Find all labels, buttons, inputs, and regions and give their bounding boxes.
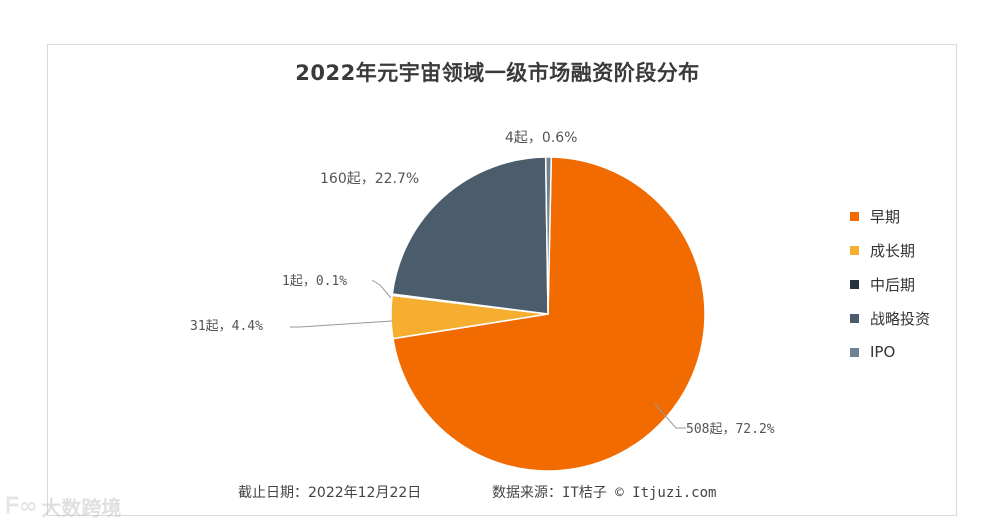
legend: 早期 成长期 中后期 战略投资 IPO — [850, 199, 930, 369]
data-label-strategic: 160起，22.7% — [320, 171, 420, 187]
legend-item: 成长期 — [850, 233, 930, 267]
legend-label: 成长期 — [870, 241, 916, 260]
legend-item: IPO — [850, 335, 930, 369]
data-label-ipo: 4起，0.6% — [505, 130, 578, 146]
data-label-growth: 31起，4.4% — [190, 319, 263, 334]
slice-ipo — [544, 156, 553, 315]
footer-date: 截止日期：2022年12月22日 — [238, 485, 422, 501]
data-label-early: 508起，72.2% — [686, 422, 775, 437]
data-label-late: 1起，0.1% — [282, 274, 348, 289]
legend-item: 中后期 — [850, 267, 930, 301]
leader-line-early — [654, 403, 686, 429]
chart-title: 2022年元宇宙领域一级市场融资阶段分布 — [295, 61, 700, 85]
legend-swatch — [850, 313, 859, 323]
watermark: ᖴ∞ 大数跨境 — [6, 492, 121, 521]
leader-line-growth — [290, 320, 393, 328]
legend-item: 战略投资 — [850, 301, 930, 335]
footer-source: 数据来源：IT桔子 © Itjuzi.com — [492, 485, 717, 501]
leader-line-late — [371, 279, 392, 299]
legend-swatch — [850, 347, 859, 357]
watermark-logo: ᖴ∞ — [6, 494, 38, 519]
legend-swatch — [850, 211, 859, 221]
slice-strategic — [391, 156, 549, 315]
legend-label: 战略投资 — [870, 309, 931, 328]
legend-label: 早期 — [870, 207, 901, 226]
legend-label: IPO — [870, 343, 896, 361]
watermark-text: 大数跨境 — [41, 496, 122, 520]
legend-label: 中后期 — [870, 275, 916, 294]
legend-swatch — [850, 245, 859, 255]
legend-item: 早期 — [850, 199, 930, 233]
legend-swatch — [850, 279, 859, 289]
